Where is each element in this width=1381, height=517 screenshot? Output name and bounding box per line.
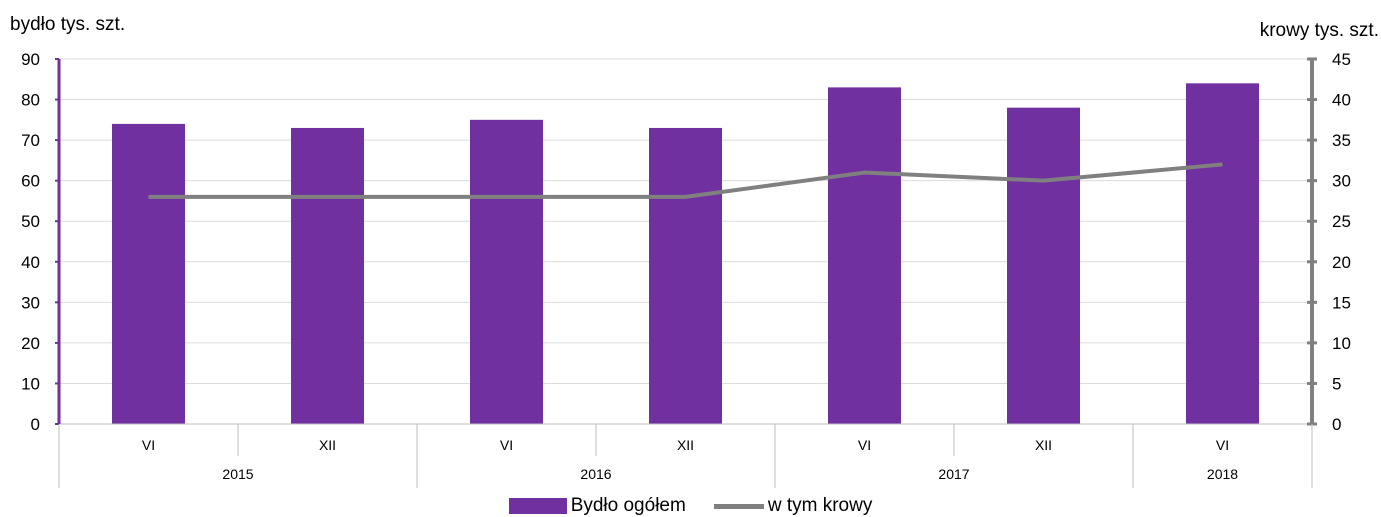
left-tick-label: 20 [21,334,40,353]
bar [828,87,901,424]
left-tick-label: 10 [21,374,40,393]
left-tick-label: 80 [21,91,40,110]
category-label: XII [319,437,336,453]
category-label: VI [1216,437,1229,453]
left-tick-label: 60 [21,172,40,191]
right-tick-label: 20 [1332,253,1351,272]
right-tick-label: 25 [1332,212,1351,231]
category-label: VI [858,437,871,453]
right-tick-label: 40 [1332,91,1351,110]
legend-swatch-line [713,503,764,509]
bar [112,123,185,424]
legend-label-line: w tym krowy [767,495,873,516]
left-tick-label: 90 [21,50,40,69]
left-tick-label: 70 [21,131,40,150]
left-axis-title: bydło tys. szt. [10,14,126,35]
bar [1186,83,1259,424]
category-label: XII [1035,437,1052,453]
category-label: VI [142,437,155,453]
right-tick-label: 0 [1332,415,1341,434]
left-tick-label: 40 [21,253,40,272]
group-label: 2015 [222,466,253,482]
line-series [148,162,1223,199]
category-label: XII [677,437,694,453]
right-tick-label: 15 [1332,293,1351,312]
bar [470,119,543,424]
right-tick-label: 5 [1332,374,1341,393]
bar [291,127,364,424]
group-label: 2016 [580,466,611,482]
legend-item-line: w tym krowy [713,495,873,517]
right-tick-label: 35 [1332,131,1351,150]
left-tick-label: 50 [21,212,40,231]
bar [1007,107,1080,425]
legend-item-bars: Bydło ogółem [508,495,686,517]
bar [649,127,722,424]
category-label: VI [500,437,513,453]
right-tick-label: 45 [1332,50,1351,69]
right-tick-label: 10 [1332,334,1351,353]
right-tick-label: 30 [1332,172,1351,191]
group-label: 2017 [938,466,969,482]
right-axis-title: krowy tys. szt. [1259,20,1379,41]
legend-swatch-bars [508,498,567,514]
legend: Bydło ogółem w tym krowy [0,495,1381,517]
group-label: 2018 [1207,466,1238,482]
left-tick-label: 30 [21,293,40,312]
legend-label-bars: Bydło ogółem [570,495,686,516]
left-tick-label: 0 [31,415,40,434]
